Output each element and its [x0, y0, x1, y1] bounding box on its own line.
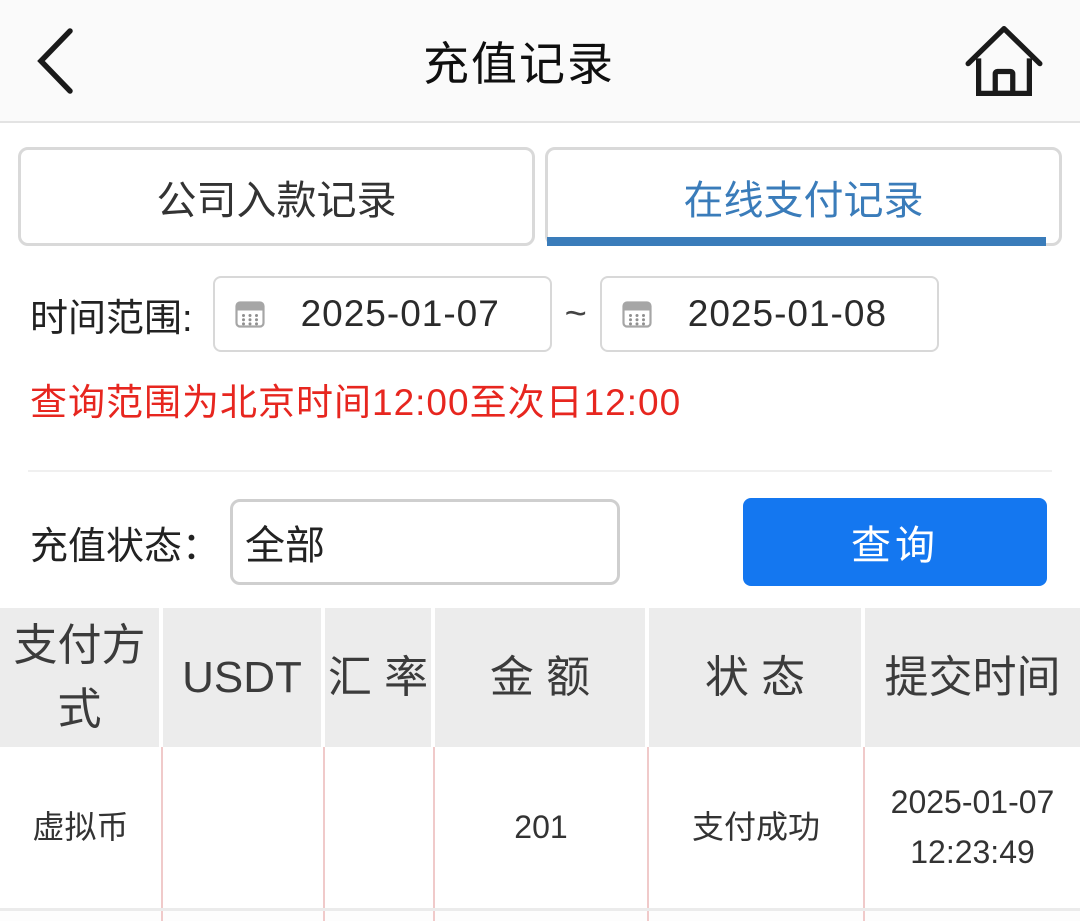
- cell-payment-method: 虚拟币: [0, 747, 163, 908]
- column-header-amount: 金 额: [435, 608, 649, 747]
- cell-rate: [325, 747, 435, 908]
- table-row-partial: [0, 911, 1080, 921]
- query-range-notice: 查询范围为北京时间12:00至次日12:00: [30, 382, 682, 423]
- records-table: 支付方式 USDT 汇 率 金 额 状 态 提交时间 虚拟币 201 支付成功 …: [0, 608, 1080, 921]
- start-date-value: 2025-01-07: [300, 293, 500, 334]
- back-icon: [34, 26, 76, 96]
- status-selected-value: 全部: [245, 524, 326, 568]
- tab-label: 公司入款记录: [156, 178, 397, 223]
- date-range-label: 时间范围:: [30, 297, 193, 340]
- cell-usdt: [163, 747, 325, 908]
- column-header-rate: 汇 率: [325, 608, 435, 747]
- tab-label: 在线支付记录: [683, 178, 924, 223]
- column-header-usdt: USDT: [163, 608, 325, 747]
- range-separator: ~: [564, 292, 587, 335]
- end-date-input[interactable]: 2025-01-08: [599, 276, 939, 352]
- column-header-submit-time: 提交时间: [865, 608, 1080, 747]
- calendar-icon: [234, 299, 265, 329]
- home-button[interactable]: [948, 19, 1060, 103]
- status-select[interactable]: 全部: [230, 499, 621, 585]
- cell-amount: 201: [435, 747, 649, 908]
- tab-company-deposit-records[interactable]: 公司入款记录: [18, 147, 535, 246]
- status-label: 充值状态：: [30, 525, 221, 568]
- status-filter-row: 充值状态： 全部 查询: [30, 498, 1047, 586]
- home-icon: [962, 19, 1046, 103]
- table-row: 虚拟币 201 支付成功 2025-01-07 12:23:49: [0, 747, 1080, 911]
- record-type-tabs: 公司入款记录 在线支付记录: [18, 147, 1062, 246]
- date-range-row: 时间范围: 2025-01-07 ~ 2025-01-08: [30, 276, 1050, 352]
- table-header-row: 支付方式 USDT 汇 率 金 额 状 态 提交时间: [0, 608, 1080, 747]
- cell-status: 支付成功: [649, 747, 865, 908]
- section-divider: [28, 470, 1052, 472]
- start-date-input[interactable]: 2025-01-07: [212, 276, 552, 352]
- column-header-status: 状 态: [649, 608, 865, 747]
- page-title: 充值记录: [423, 37, 615, 90]
- end-date-value: 2025-01-08: [687, 293, 888, 334]
- calendar-icon: [622, 299, 652, 329]
- navbar: 充值记录: [0, 0, 1080, 123]
- column-header-payment-method: 支付方式: [0, 608, 163, 747]
- cell-submit-time: 2025-01-07 12:23:49: [890, 783, 1055, 870]
- query-button[interactable]: 查询: [743, 498, 1047, 586]
- tab-online-payment-records[interactable]: 在线支付记录: [545, 147, 1062, 246]
- back-button[interactable]: [20, 26, 90, 96]
